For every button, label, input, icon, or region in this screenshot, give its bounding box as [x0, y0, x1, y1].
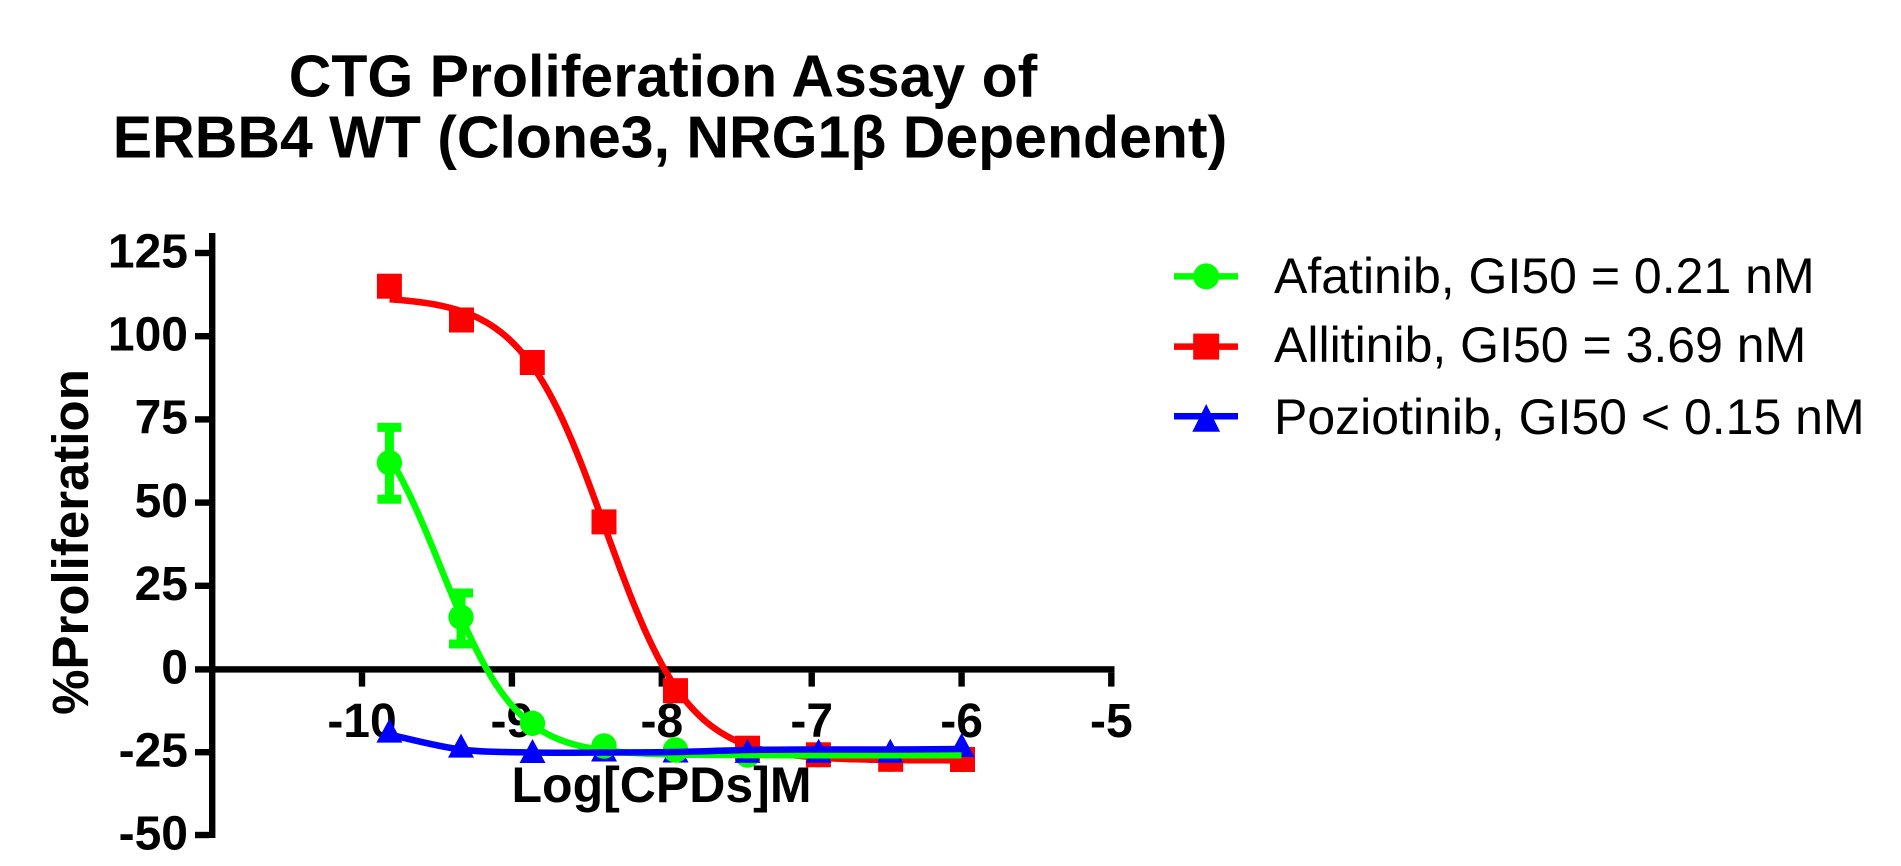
- svg-text:-50: -50: [119, 807, 188, 860]
- svg-text:-5: -5: [1090, 695, 1133, 748]
- svg-text:ERBB4 WT (Clone3, NRG1β Depend: ERBB4 WT (Clone3, NRG1β Dependent): [113, 105, 1227, 171]
- svg-text:CTG Proliferation Assay of: CTG Proliferation Assay of: [289, 44, 1038, 110]
- svg-text:-7: -7: [790, 695, 833, 748]
- svg-text:0: 0: [161, 642, 188, 695]
- svg-text:Log[CPDs]M: Log[CPDs]M: [512, 757, 812, 813]
- svg-text:75: 75: [135, 392, 188, 445]
- svg-text:Poziotinib, GI50 < 0.15 nM: Poziotinib, GI50 < 0.15 nM: [1274, 389, 1865, 445]
- svg-text:50: 50: [135, 475, 188, 528]
- svg-text:-25: -25: [119, 725, 188, 778]
- svg-text:100: 100: [108, 309, 188, 362]
- svg-text:25: 25: [135, 558, 188, 611]
- svg-text:%Proliferation: %Proliferation: [42, 369, 99, 715]
- svg-text:125: 125: [108, 225, 188, 278]
- svg-text:Allitinib, GI50 = 3.69 nM: Allitinib, GI50 = 3.69 nM: [1274, 317, 1806, 373]
- svg-text:Afatinib, GI50 = 0.21 nM: Afatinib, GI50 = 0.21 nM: [1274, 248, 1815, 304]
